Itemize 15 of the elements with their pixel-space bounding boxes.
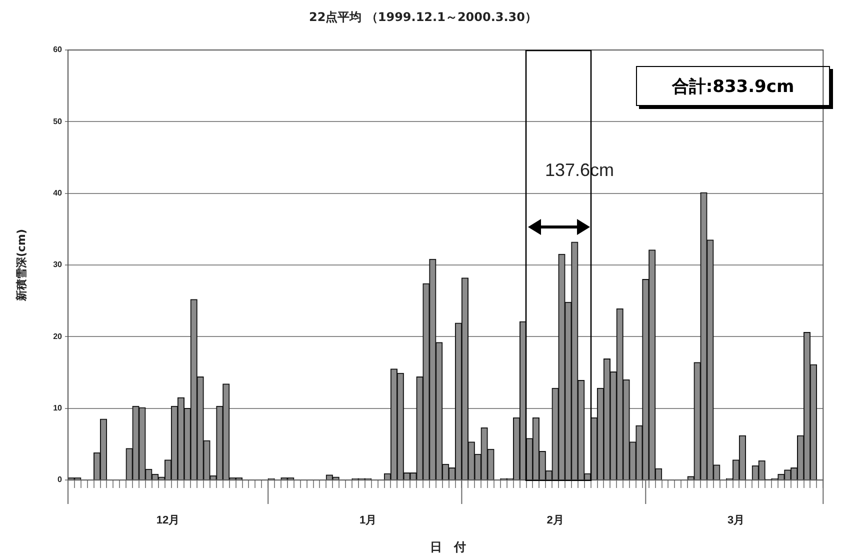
y-tick-label: 50 xyxy=(53,116,63,126)
y-tick-label: 20 xyxy=(53,332,63,341)
x-tick-label: 2月 xyxy=(546,514,564,527)
x-axis-title: 日 付 xyxy=(430,540,466,554)
label-frame: 合計:833.9cm xyxy=(636,66,830,106)
y-axis-title: 新積雪深(cm) xyxy=(14,228,28,302)
y-tick-label: 40 xyxy=(53,188,63,198)
y-tick-label: 0 xyxy=(58,475,63,484)
x-tick-label: 1月 xyxy=(360,514,377,527)
y-tick-label: 30 xyxy=(53,260,63,270)
y-tick-label: 60 xyxy=(53,45,63,54)
y-tick-label: 10 xyxy=(53,404,63,413)
x-tick-label: 3月 xyxy=(727,514,745,527)
x-tick-label: 12月 xyxy=(156,514,180,527)
chart-title: 22点平均 （1999.12.1～2000.3.30） xyxy=(308,10,538,24)
